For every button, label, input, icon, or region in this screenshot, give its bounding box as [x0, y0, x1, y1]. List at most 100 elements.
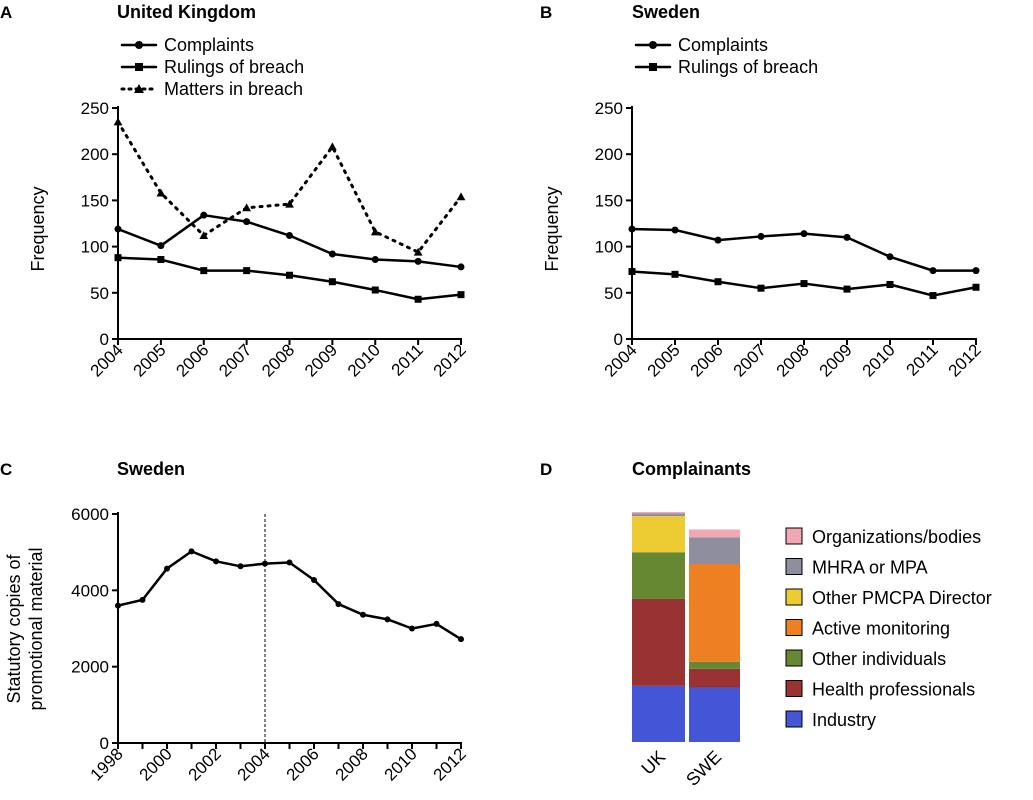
x-tick-label: 2011: [388, 340, 427, 379]
bar-segment-mhra-or-mpa: [632, 513, 685, 517]
bar-segment-industry: [632, 685, 685, 742]
bar-segment-other-pmcpa-director: [632, 516, 685, 553]
x-tick-label: 2008: [773, 340, 813, 380]
legend-label: Complaints: [678, 35, 768, 55]
data-point: [335, 601, 342, 608]
panel-a-ylabel: Frequency: [28, 186, 48, 271]
legend-marker: [649, 63, 657, 71]
panel-c-plot-area: [115, 514, 464, 743]
data-point: [628, 268, 636, 276]
legend-swatch: [785, 588, 803, 606]
x-tick-label: 2012: [430, 744, 470, 784]
data-point: [457, 263, 465, 271]
legend-item-other-pmcpa-director: Other PMCPA Director: [785, 588, 992, 608]
data-point: [243, 218, 251, 226]
series-rulings-of-breach: [114, 254, 465, 303]
legend-item-mhra-or-mpa: MHRA or MPA: [785, 558, 928, 578]
x-tick-label: 2010: [381, 744, 421, 784]
legend-swatch: [785, 558, 803, 575]
x-tick-label: 2012: [430, 340, 470, 380]
data-point: [199, 231, 209, 240]
legend-label: Active monitoring: [812, 619, 950, 639]
bar-segment-health-professionals: [689, 668, 740, 688]
x-tick-label: 2012: [945, 340, 985, 380]
data-point: [286, 271, 293, 279]
legend-label: Rulings of breach: [678, 57, 818, 77]
series-complaints: [628, 225, 980, 275]
series-line: [116, 120, 463, 254]
data-point: [929, 292, 937, 300]
data-point: [409, 625, 415, 632]
data-point: [972, 283, 980, 291]
bar-segment-health-professionals: [632, 598, 685, 686]
panel-a-plot-area: [113, 117, 466, 303]
y-tick-label: 250: [595, 99, 623, 118]
data-point: [114, 225, 122, 233]
bar-segment-organizations-bodies: [632, 512, 685, 514]
legend-label: Matters in breach: [164, 79, 303, 99]
legend-marker: [135, 63, 143, 71]
bar-segment-active-monitoring: [689, 563, 740, 662]
x-tick-label: 2010: [859, 340, 899, 380]
data-point: [886, 280, 894, 288]
panel-c-ylabel-line-2: promotional material: [26, 547, 46, 710]
x-tick-label: 2004: [234, 744, 274, 784]
data-point: [188, 548, 195, 555]
data-point: [800, 280, 808, 288]
x-tick-label: 2006: [172, 340, 212, 380]
legend-marker: [135, 41, 143, 49]
x-tick-label: 2011: [903, 340, 942, 379]
x-tick-label: 2008: [258, 340, 298, 380]
x-tick-label: 2007: [730, 340, 770, 380]
data-point: [311, 577, 317, 584]
legend-label: Industry: [812, 710, 876, 730]
data-point: [714, 236, 722, 244]
y-tick-label: 100: [81, 238, 109, 257]
data-point: [139, 596, 146, 603]
data-point: [360, 611, 366, 618]
x-tick-label: 2010: [344, 340, 384, 380]
panel-b-title: Sweden: [632, 2, 700, 22]
data-point: [457, 291, 465, 299]
data-point: [414, 257, 422, 265]
legend-label: Health professionals: [812, 680, 975, 700]
y-tick-label: 0: [614, 330, 623, 349]
legend-label: Complaints: [164, 35, 254, 55]
legend-label: Rulings of breach: [164, 57, 304, 77]
y-tick-label: 150: [595, 191, 623, 210]
data-point: [371, 286, 379, 294]
x-tick-label: 2005: [130, 340, 170, 380]
panel-d-chart: Complainants UK SWE Organizations/bodies M…: [632, 459, 992, 790]
legend-item-health-professionals: Health professionals: [785, 680, 975, 700]
data-point: [757, 284, 765, 292]
data-point: [164, 565, 170, 572]
data-point: [714, 278, 722, 286]
series-line-0: [115, 548, 464, 643]
data-point: [157, 256, 165, 264]
x-tick-label: 2008: [332, 744, 372, 784]
bar-segment-organizations-bodies: [689, 529, 740, 538]
data-point: [114, 254, 122, 262]
y-tick-label: 200: [595, 145, 623, 164]
legend-swatch: [785, 710, 803, 728]
legend-item-other-individuals: Other individuals: [785, 649, 946, 669]
y-tick-label: 0: [100, 330, 109, 349]
legend-item-rulings-of-breach: Rulings of breach: [120, 57, 304, 77]
data-point: [433, 620, 440, 627]
series-line: [116, 213, 463, 269]
x-tick-label: 2009: [816, 340, 856, 380]
data-point: [286, 232, 293, 240]
legend-label: Organizations/bodies: [812, 527, 981, 547]
bar-segment-other-individuals: [632, 552, 685, 599]
legend-label: Other PMCPA Director: [812, 588, 992, 608]
x-tick-label: 2007: [215, 340, 255, 380]
data-point: [671, 226, 679, 234]
data-point: [115, 602, 121, 609]
panel-label-d: D: [540, 460, 552, 479]
legend-item-organizations-bodies: Organizations/bodies: [785, 527, 981, 547]
